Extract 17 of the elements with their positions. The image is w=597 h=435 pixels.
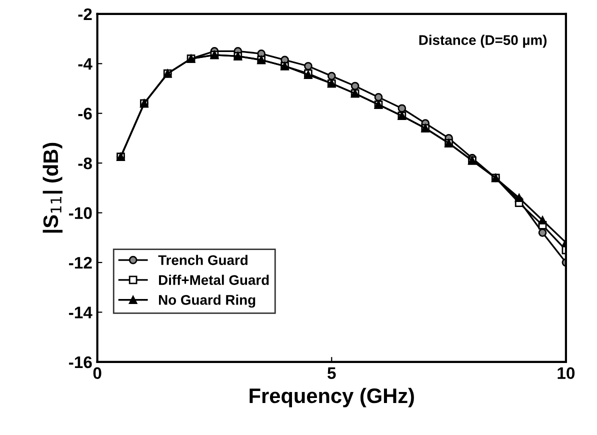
x-tick-label: 0 bbox=[93, 367, 102, 380]
y-tick-label: -6 bbox=[78, 108, 92, 120]
x-tick-label: 5 bbox=[328, 367, 336, 380]
annotation: Distance (D=50 µm) bbox=[419, 34, 547, 48]
legend-label: Trench Guard bbox=[158, 254, 248, 266]
y-tick-label: -14 bbox=[69, 306, 92, 318]
y-axis-title: |S$_{11}$| (dB) bbox=[42, 142, 63, 233]
y-tick-label: -16 bbox=[69, 356, 92, 368]
y-tick-label: -10 bbox=[69, 207, 92, 219]
x-axis-title: Frequency (GHz) bbox=[250, 388, 414, 408]
y-tick-label: -8 bbox=[78, 157, 92, 170]
x-tick-label: 10 bbox=[558, 367, 575, 380]
y-tick-label: -2 bbox=[78, 8, 92, 20]
y-tick-label: -4 bbox=[78, 58, 92, 70]
legend-label: Diff+Metal Guard bbox=[159, 274, 269, 285]
legend-label: No Guard Ring bbox=[159, 294, 256, 308]
y-tick-label: -12 bbox=[69, 256, 92, 269]
